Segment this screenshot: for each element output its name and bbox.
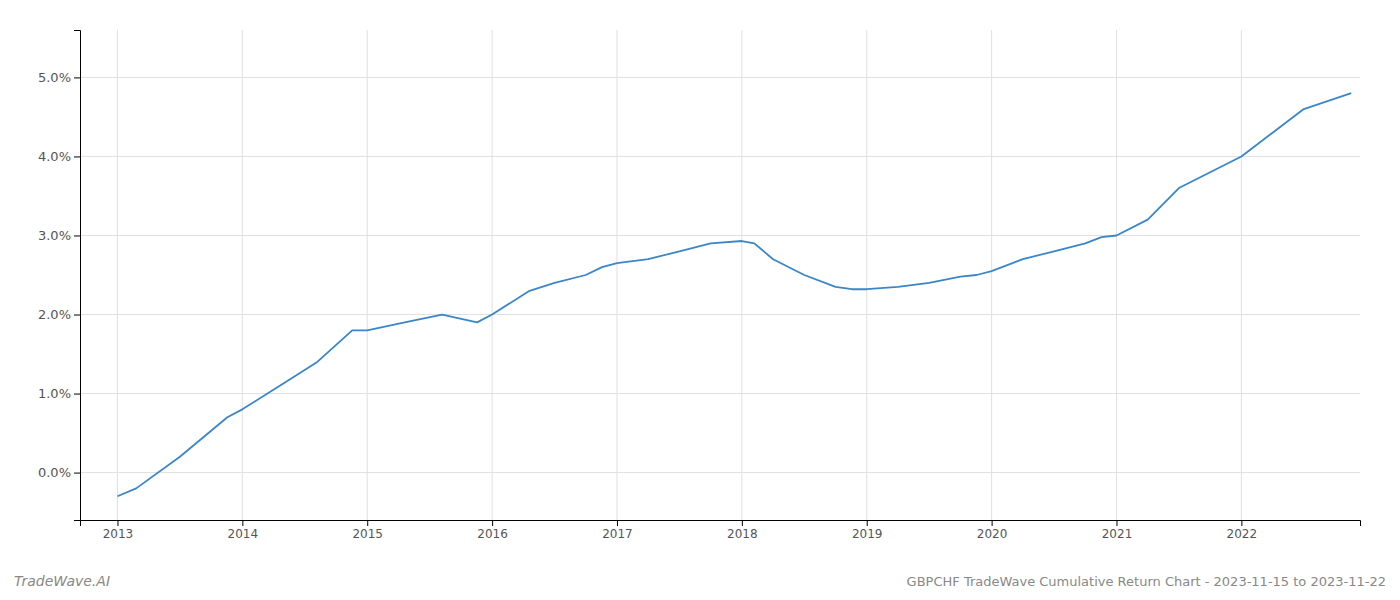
x-tick-label: 2019 xyxy=(852,527,883,541)
x-tick-mark xyxy=(992,520,993,526)
y-tick-label: 5.0% xyxy=(38,70,71,85)
marks xyxy=(117,93,1351,496)
watermark: TradeWave.AI xyxy=(14,573,110,589)
x-tick: 2013 xyxy=(103,520,134,541)
line xyxy=(117,93,1351,496)
x-tick-label: 2021 xyxy=(1102,527,1133,541)
y-tick-mark xyxy=(74,235,80,236)
y-tick: 1.0% xyxy=(38,386,80,401)
y-tick-mark xyxy=(74,315,80,316)
x-grid-line xyxy=(1241,30,1242,520)
x-tick: 2022 xyxy=(1227,520,1258,541)
y-tick-label: 4.0% xyxy=(38,149,71,164)
y-grid-line xyxy=(80,156,1360,157)
y-tick-mark xyxy=(74,156,80,157)
x-tick-label: 2022 xyxy=(1227,527,1258,541)
x-tick-mark xyxy=(1241,520,1242,526)
x-tick-mark xyxy=(117,520,118,526)
x-grid-line xyxy=(117,30,118,520)
y-tick: 2.0% xyxy=(38,307,80,322)
y-tick: 0.0% xyxy=(38,465,80,480)
x-tick: 2019 xyxy=(852,520,883,541)
x-grid-line xyxy=(492,30,493,520)
x-tick: 2020 xyxy=(977,520,1008,541)
x-grid-line xyxy=(741,30,742,520)
y-grid-line xyxy=(80,235,1360,236)
y-tick: 5.0% xyxy=(38,70,80,85)
x-tick: 2021 xyxy=(1102,520,1133,541)
x-tick: 2015 xyxy=(352,520,383,541)
title: GBPCHF TradeWave Cumulative Return Chart… xyxy=(907,574,1386,589)
y-tick: 3.0% xyxy=(38,228,80,243)
x-axis-line xyxy=(81,521,1361,527)
y-axis: 0.0% 1.0% 2.0% 3.0% 4.0% 5.0% xyxy=(38,31,81,521)
x-grid-line xyxy=(991,30,992,520)
y-tick-label: 2.0% xyxy=(38,307,71,322)
x-grid-line xyxy=(1116,30,1117,520)
plot-area: 2013 2014 2015 2016 2017 2018 2019 2020 2021 2022… xyxy=(38,30,1361,541)
x-tick-label: 2020 xyxy=(977,527,1008,541)
x-tick: 2017 xyxy=(602,520,633,541)
x-grid-line xyxy=(866,30,867,520)
y-tick-label: 0.0% xyxy=(38,465,71,480)
y-tick-label: 1.0% xyxy=(38,386,71,401)
y-tick: 4.0% xyxy=(38,149,80,164)
x-tick-mark xyxy=(617,520,618,526)
x-tick-mark xyxy=(367,520,368,526)
x-tick: 2018 xyxy=(727,520,758,541)
y-grid-line xyxy=(80,393,1360,394)
x-tick: 2016 xyxy=(477,520,508,541)
x-tick-label: 2013 xyxy=(103,527,134,541)
x-tick-mark xyxy=(742,520,743,526)
y-grid-line xyxy=(80,472,1360,473)
x-tick-label: 2018 xyxy=(727,527,758,541)
x-axis: 2013 2014 2015 2016 2017 2018 2019 2020 2021 2022 xyxy=(81,520,1361,541)
chart: 2013 2014 2015 2016 2017 2018 2019 2020 2021 2022… xyxy=(0,0,1400,600)
y-tick-mark xyxy=(74,394,80,395)
x-tick-label: 2017 xyxy=(602,527,633,541)
x-tick-label: 2014 xyxy=(228,527,259,541)
y-grid-line xyxy=(80,77,1360,78)
y-tick-mark xyxy=(74,77,80,78)
x-tick-label: 2016 xyxy=(477,527,508,541)
y-axis-line xyxy=(74,31,81,521)
x-tick: 2014 xyxy=(228,520,259,541)
x-tick-mark xyxy=(867,520,868,526)
x-tick-mark xyxy=(242,520,243,526)
x-tick-label: 2015 xyxy=(352,527,383,541)
y-grid-line xyxy=(80,314,1360,315)
grid xyxy=(80,30,1360,520)
x-tick-mark xyxy=(1116,520,1117,526)
x-grid-line xyxy=(367,30,368,520)
x-tick-mark xyxy=(492,520,493,526)
y-tick-label: 3.0% xyxy=(38,228,71,243)
x-grid-line xyxy=(616,30,617,520)
x-grid-line xyxy=(242,30,243,520)
y-tick-mark xyxy=(74,473,80,474)
